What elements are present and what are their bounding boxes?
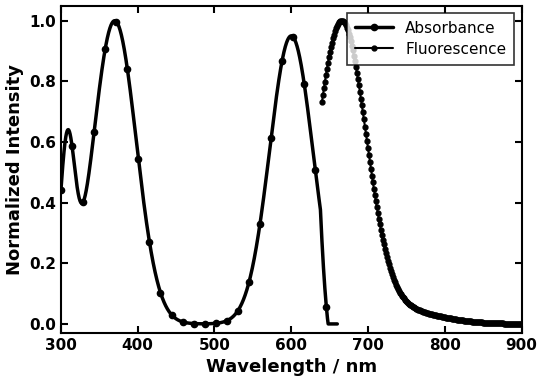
Fluorescence	[491, 321, 497, 325]
Fluorescence	[331, 31, 337, 36]
Absorbance	[334, 322, 340, 326]
Absorbance	[58, 187, 64, 192]
Absorbance	[72, 169, 78, 173]
Fluorescence	[338, 18, 345, 23]
X-axis label: Wavelength / nm: Wavelength / nm	[206, 358, 377, 376]
Absorbance	[275, 79, 282, 83]
Fluorescence	[518, 322, 525, 326]
Absorbance	[192, 321, 199, 326]
Y-axis label: Normalized Intensity: Normalized Intensity	[5, 64, 23, 275]
Fluorescence	[470, 319, 477, 324]
Line: Absorbance: Absorbance	[58, 18, 340, 327]
Fluorescence	[440, 315, 446, 319]
Line: Fluorescence: Fluorescence	[319, 18, 524, 326]
Absorbance	[325, 322, 331, 326]
Absorbance	[111, 18, 118, 23]
Fluorescence	[319, 100, 325, 104]
Absorbance	[326, 322, 333, 326]
Absorbance	[185, 321, 191, 325]
Fluorescence	[446, 316, 452, 320]
Absorbance	[326, 322, 333, 326]
Fluorescence	[435, 314, 441, 318]
Legend: Absorbance, Fluorescence: Absorbance, Fluorescence	[347, 13, 514, 65]
